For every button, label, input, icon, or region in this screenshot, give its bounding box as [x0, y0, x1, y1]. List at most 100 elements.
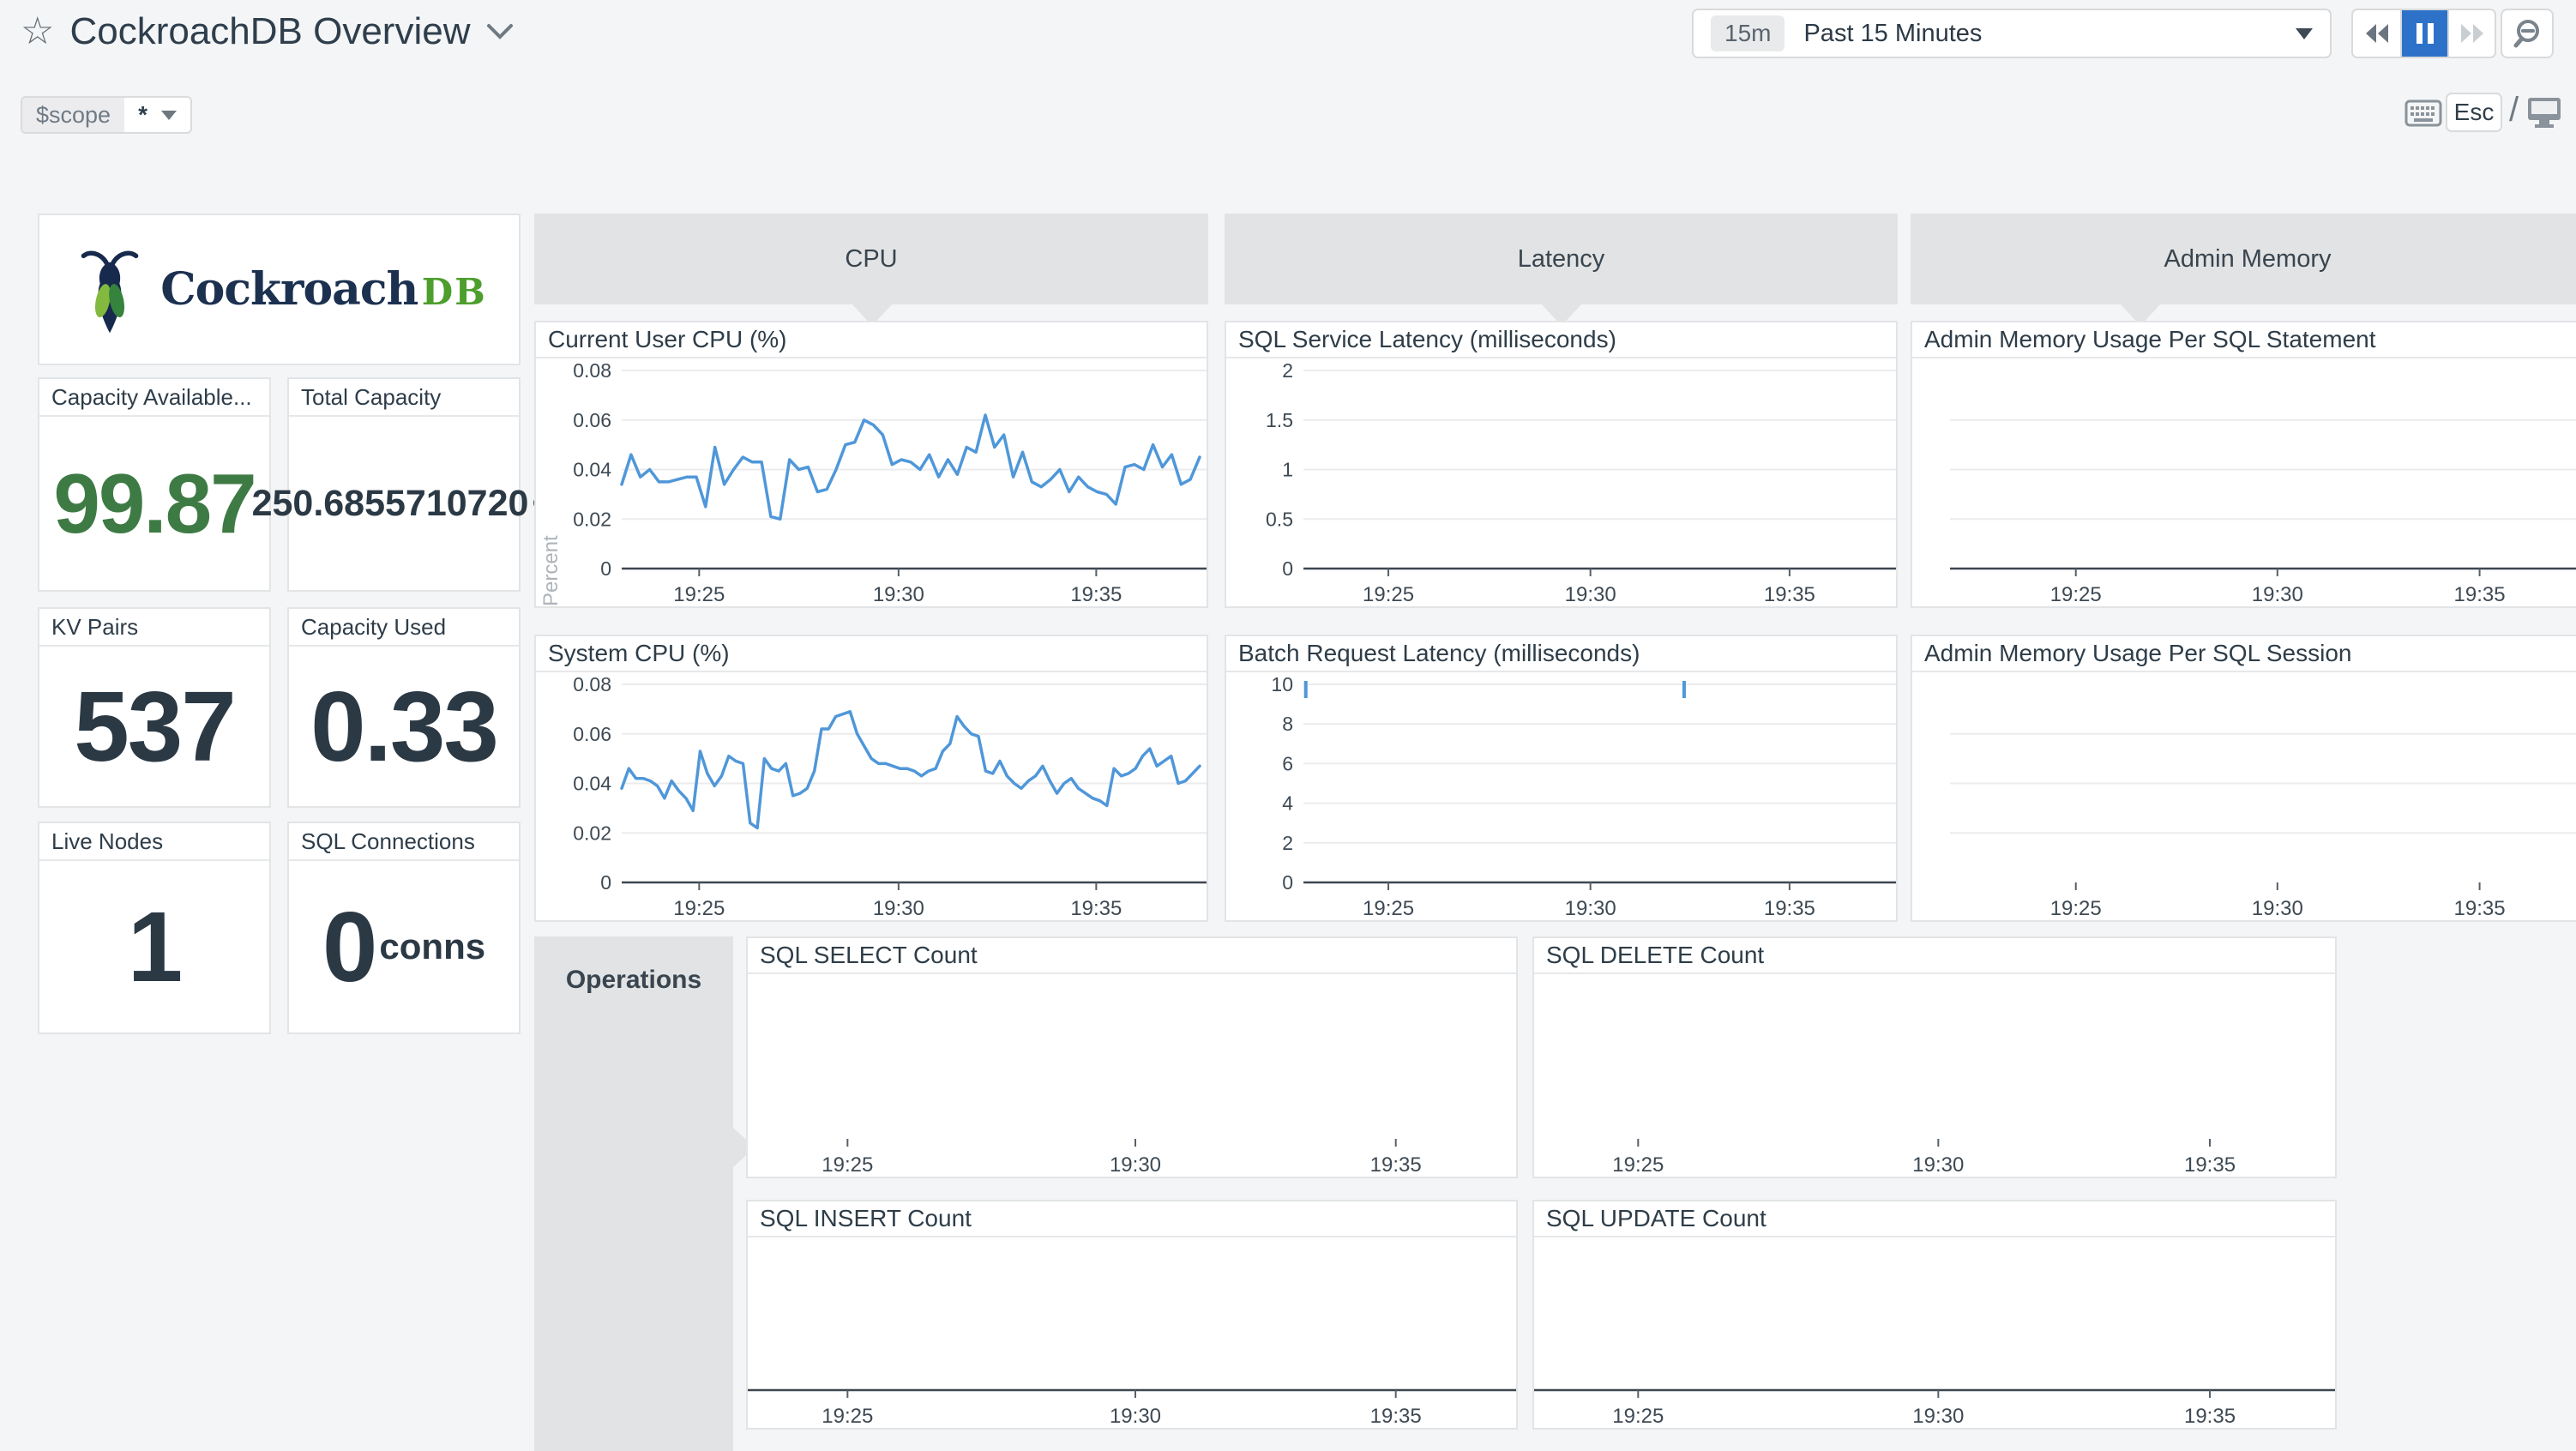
stat-value: 0.33: [310, 671, 499, 782]
chart-title: System CPU (%): [536, 636, 1207, 672]
svg-text:19:25: 19:25: [822, 1153, 873, 1177]
chart-title: Admin Memory Usage Per SQL Statement: [1912, 322, 2576, 358]
stat-card-sql-connections: SQL Connections 0 conns: [287, 822, 521, 1034]
svg-text:19:30: 19:30: [1110, 1153, 1161, 1177]
svg-text:0: 0: [1282, 557, 1293, 580]
stat-title: Capacity Available...: [39, 379, 269, 417]
svg-text:8: 8: [1282, 713, 1293, 735]
chart-sql-select-count: SQL SELECT Count 19:25 19:30 19:35: [746, 936, 1518, 1178]
sql-service-latency-plot[interactable]: 0 0.5 1 1.5 2 19:25 19:30 19:35: [1226, 358, 1896, 606]
stat-value: 537: [74, 671, 237, 782]
sql-update-count-plot[interactable]: 19:25 19:30 19:35: [1534, 1237, 2335, 1428]
chart-title: SQL SELECT Count: [748, 938, 1516, 974]
slash-separator: /: [2509, 91, 2519, 129]
time-range-badge: 15m: [1711, 15, 1785, 51]
sql-delete-count-plot[interactable]: 19:25 19:30 19:35: [1534, 974, 2335, 1177]
chart-title: SQL UPDATE Count: [1534, 1201, 2335, 1237]
svg-text:19:30: 19:30: [1912, 1153, 1964, 1177]
svg-text:0: 0: [1282, 871, 1293, 894]
svg-text:2: 2: [1282, 359, 1293, 382]
svg-text:19:30: 19:30: [873, 583, 924, 606]
stat-title: Capacity Used: [289, 609, 519, 647]
admin-memory-statement-plot[interactable]: 19:25 19:30 19:35: [1912, 358, 2576, 606]
chart-admin-memory-statement: Admin Memory Usage Per SQL Statement 19:…: [1911, 321, 2576, 608]
svg-text:0.06: 0.06: [573, 723, 611, 745]
svg-text:19:30: 19:30: [1912, 1405, 1964, 1428]
keyboard-shortcuts-icon[interactable]: [2404, 99, 2442, 127]
stat-card-kv-pairs: KV Pairs 537: [38, 607, 271, 808]
stat-value: 250.6855710720: [251, 482, 529, 524]
esc-key-label: Esc: [2453, 99, 2495, 125]
brand-wordmark: Cockroach: [160, 263, 418, 316]
svg-text:19:25: 19:25: [1363, 897, 1414, 920]
chart-batch-request-latency: Batch Request Latency (milliseconds) 0 2 4…: [1225, 635, 1898, 922]
pause-button[interactable]: [2400, 10, 2447, 57]
stat-title: KV Pairs: [39, 609, 269, 647]
tv-mode-icon[interactable]: [2526, 96, 2562, 129]
chart-title: SQL INSERT Count: [748, 1201, 1516, 1237]
stat-card-capacity-used: Capacity Used 0.33: [287, 607, 521, 808]
chart-title: SQL DELETE Count: [1534, 938, 2335, 974]
brand-suffix: DB: [421, 271, 487, 313]
rewind-button[interactable]: [2353, 10, 2400, 57]
chart-sql-service-latency: SQL Service Latency (milliseconds) 0 0.5 1…: [1225, 321, 1898, 608]
cockroach-bug-icon: [81, 250, 139, 333]
stat-title: Live Nodes: [39, 823, 269, 861]
page-title: CockroachDB Overview: [69, 10, 471, 52]
svg-text:1: 1: [1282, 459, 1293, 481]
zoom-out-button[interactable]: [2501, 9, 2554, 58]
svg-text:19:35: 19:35: [2454, 583, 2506, 606]
admin-memory-session-plot[interactable]: 19:25 19:30 19:35: [1912, 672, 2576, 920]
svg-text:0.02: 0.02: [573, 508, 611, 530]
sql-insert-count-plot[interactable]: 19:25 19:30 19:35: [748, 1237, 1516, 1428]
sql-select-count-plot[interactable]: 19:25 19:30 19:35: [748, 974, 1516, 1177]
batch-request-latency-plot[interactable]: 0 2 4 6 8 10 19:25 19:30 19:35: [1226, 672, 1896, 920]
system-cpu-plot[interactable]: 0 0.02 0.04 0.06 0.08 19:25 19:30 19:35: [536, 672, 1207, 920]
svg-text:19:25: 19:25: [2050, 897, 2102, 920]
svg-text:19:35: 19:35: [1370, 1153, 1422, 1177]
chart-title: Current User CPU (%): [536, 322, 1207, 358]
stat-value: 99.87: [53, 455, 256, 551]
fast-forward-button[interactable]: [2447, 10, 2495, 57]
template-variable-scope[interactable]: $scope *: [21, 96, 192, 134]
current-user-cpu-plot[interactable]: 0 0.02 0.04 0.06 0.08 19:25 19:30 19:35: [536, 358, 1207, 606]
stat-card-total-capacity: Total Capacity 250.6855710720GB: [252, 377, 556, 592]
chart-title: Batch Request Latency (milliseconds): [1226, 636, 1896, 672]
svg-text:19:30: 19:30: [1565, 897, 1616, 920]
stat-title: Total Capacity: [289, 379, 519, 417]
zoom-out-icon: [2513, 20, 2539, 48]
group-label: Operations: [565, 966, 702, 994]
svg-text:0.5: 0.5: [1266, 508, 1293, 530]
svg-text:19:35: 19:35: [2184, 1405, 2236, 1428]
group-label: CPU: [845, 244, 898, 273]
svg-text:19:35: 19:35: [1370, 1405, 1422, 1428]
stat-card-live-nodes: Live Nodes 1: [38, 822, 271, 1034]
svg-text:19:25: 19:25: [1363, 583, 1414, 606]
esc-key[interactable]: Esc: [2446, 93, 2502, 132]
chart-title: SQL Service Latency (milliseconds): [1226, 322, 1896, 358]
svg-text:0.08: 0.08: [573, 359, 611, 382]
svg-text:0.08: 0.08: [573, 673, 611, 695]
time-range-label: Past 15 Minutes: [1803, 19, 1983, 47]
svg-text:19:25: 19:25: [1612, 1153, 1664, 1177]
svg-text:19:25: 19:25: [673, 583, 725, 606]
group-label: Admin Memory: [2164, 244, 2332, 273]
group-header-latency[interactable]: Latency: [1225, 214, 1898, 326]
chart-title: Admin Memory Usage Per SQL Session: [1912, 636, 2576, 672]
svg-text:19:35: 19:35: [1070, 583, 1122, 606]
favorite-star-icon[interactable]: ☆: [21, 10, 55, 52]
svg-text:6: 6: [1282, 752, 1293, 774]
group-header-admin-memory[interactable]: Admin Memory: [1911, 214, 2576, 326]
time-playback-controls: [2351, 9, 2496, 58]
svg-text:19:35: 19:35: [2184, 1153, 2236, 1177]
svg-text:19:30: 19:30: [2252, 583, 2303, 606]
svg-text:0.04: 0.04: [573, 773, 611, 795]
scope-label: $scope: [22, 98, 125, 132]
group-header-cpu[interactable]: CPU: [534, 214, 1208, 326]
chevron-down-icon[interactable]: [485, 22, 515, 41]
time-range-selector[interactable]: 15m Past 15 Minutes: [1692, 9, 2332, 58]
svg-text:19:25: 19:25: [822, 1405, 873, 1428]
svg-text:0.06: 0.06: [573, 409, 611, 431]
svg-text:19:25: 19:25: [673, 897, 725, 920]
group-header-operations[interactable]: Operations: [534, 936, 755, 1451]
